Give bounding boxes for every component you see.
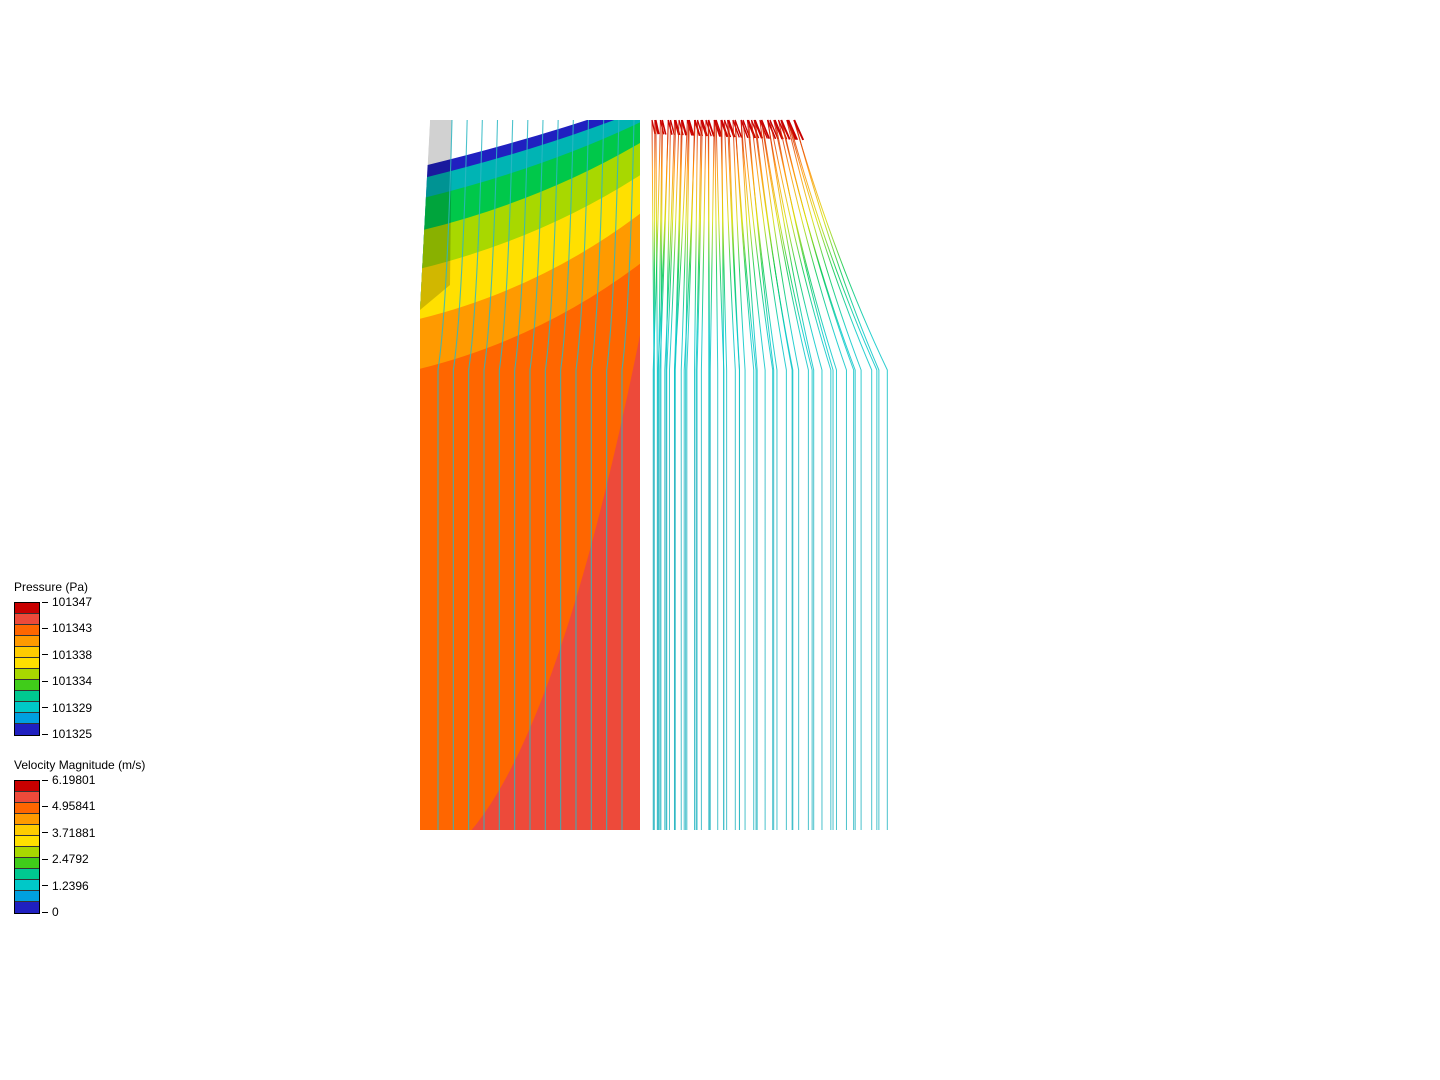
velocity-region — [652, 120, 887, 830]
cfd-visualization — [0, 0, 1440, 1080]
pressure-region — [415, 100, 645, 870]
